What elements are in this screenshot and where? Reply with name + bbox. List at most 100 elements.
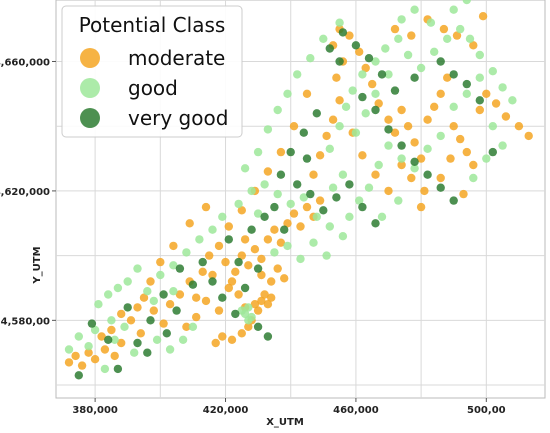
data-point xyxy=(508,96,517,105)
data-point xyxy=(416,154,426,163)
data-point xyxy=(315,196,325,205)
data-point xyxy=(322,251,331,260)
data-point xyxy=(110,335,119,344)
data-points xyxy=(64,0,533,380)
data-point xyxy=(397,15,406,24)
data-point xyxy=(462,147,471,157)
data-point xyxy=(371,170,380,179)
data-point xyxy=(475,105,484,115)
data-point xyxy=(306,54,315,63)
data-point xyxy=(341,102,351,112)
data-point xyxy=(436,173,445,183)
data-point xyxy=(302,89,312,99)
data-point xyxy=(214,306,224,315)
data-point xyxy=(156,257,165,267)
data-point xyxy=(309,238,318,247)
data-point xyxy=(172,306,181,315)
data-point xyxy=(250,245,260,254)
data-point xyxy=(449,122,458,131)
data-point xyxy=(260,180,269,189)
data-point xyxy=(283,89,292,99)
data-point xyxy=(188,280,198,289)
data-point xyxy=(218,212,227,221)
data-point xyxy=(273,264,282,273)
data-point xyxy=(143,348,152,357)
data-point xyxy=(120,322,129,331)
data-point xyxy=(97,332,106,341)
data-point xyxy=(240,235,250,244)
data-point xyxy=(133,303,142,312)
data-point xyxy=(227,277,237,286)
legend-entries: moderate good very good xyxy=(80,46,228,130)
data-point xyxy=(322,131,331,141)
data-point xyxy=(149,296,158,306)
data-point xyxy=(257,270,266,280)
data-point xyxy=(143,287,152,296)
data-point xyxy=(165,345,175,354)
data-point xyxy=(315,151,325,160)
data-point xyxy=(501,112,511,121)
data-point xyxy=(224,235,233,244)
data-point xyxy=(384,70,393,79)
x-tick-label: 460,000 xyxy=(333,405,379,416)
data-point xyxy=(263,235,273,244)
data-point xyxy=(397,160,406,170)
data-point xyxy=(113,283,123,293)
data-point xyxy=(465,34,475,43)
data-point xyxy=(286,147,295,157)
data-point xyxy=(381,44,390,53)
data-point xyxy=(276,147,286,157)
data-point xyxy=(410,157,419,166)
data-point xyxy=(234,199,243,209)
data-point xyxy=(482,89,491,99)
data-point xyxy=(289,122,299,131)
data-point xyxy=(364,54,374,63)
data-point xyxy=(113,364,123,374)
legend-title: Potential Class xyxy=(79,13,226,37)
data-point xyxy=(218,332,227,341)
data-point xyxy=(192,293,201,302)
legend-label: very good xyxy=(128,106,228,130)
x-axis-label: X_UTM xyxy=(266,417,304,428)
y-axis-ticks: 4,580,00 4,620,000 4,660,000 xyxy=(0,57,56,327)
data-point xyxy=(214,241,224,251)
data-point xyxy=(498,83,507,92)
data-point xyxy=(178,335,188,344)
data-point xyxy=(260,212,269,221)
data-point xyxy=(302,202,312,212)
series-good xyxy=(64,0,517,374)
data-point xyxy=(169,287,178,296)
data-point xyxy=(312,212,321,221)
data-point xyxy=(469,173,478,183)
data-point xyxy=(459,189,468,199)
data-point xyxy=(175,290,185,299)
data-point xyxy=(351,41,361,50)
data-point xyxy=(77,361,87,370)
data-point xyxy=(462,89,471,99)
data-point xyxy=(227,335,237,344)
data-point xyxy=(84,348,93,357)
data-point xyxy=(244,322,253,331)
data-point xyxy=(276,238,286,247)
data-point xyxy=(253,306,263,315)
data-point xyxy=(231,309,240,319)
data-point xyxy=(462,0,471,5)
data-point xyxy=(276,170,286,179)
data-point xyxy=(159,319,168,328)
data-point xyxy=(436,57,445,66)
data-point xyxy=(410,138,419,147)
legend-marker xyxy=(80,48,100,68)
data-point xyxy=(283,241,292,251)
data-point xyxy=(514,122,524,131)
data-point xyxy=(462,79,471,89)
data-point xyxy=(469,41,478,50)
y-tick-label: 4,620,000 xyxy=(0,187,50,198)
data-point xyxy=(253,147,263,157)
data-point xyxy=(449,70,458,79)
data-point xyxy=(87,319,97,328)
data-point xyxy=(306,189,315,199)
data-point xyxy=(244,261,253,270)
data-point xyxy=(407,31,416,40)
data-point xyxy=(201,296,211,306)
